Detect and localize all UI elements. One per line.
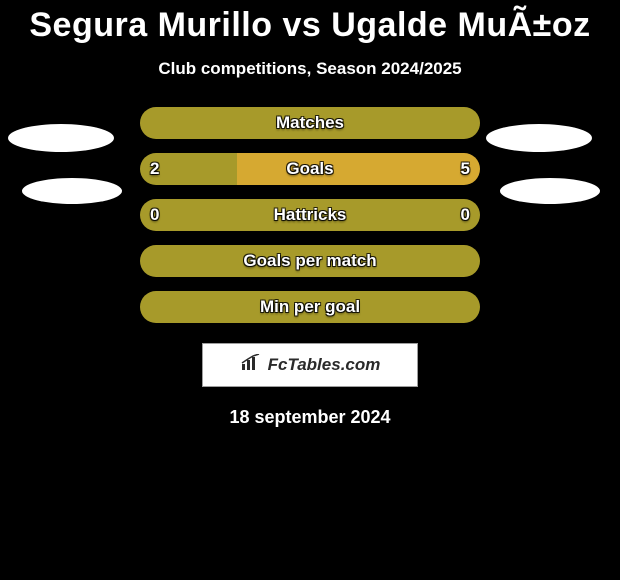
player-avatar-right	[486, 124, 592, 152]
branding-box[interactable]: FcTables.com	[202, 343, 418, 387]
player-avatar-left	[8, 124, 114, 152]
stat-row-goals_per_match: Goals per match	[140, 245, 480, 277]
page-title: Segura Murillo vs Ugalde MuÃ±oz	[0, 0, 620, 45]
comparison-card: Segura Murillo vs Ugalde MuÃ±oz Club com…	[0, 0, 620, 580]
bar-chart-icon	[240, 354, 262, 377]
stat-value-left: 2	[150, 159, 159, 179]
stat-row-min_per_goal: Min per goal	[140, 291, 480, 323]
branding-text: FcTables.com	[268, 355, 381, 375]
snapshot-date: 18 september 2024	[0, 407, 620, 428]
subtitle: Club competitions, Season 2024/2025	[0, 59, 620, 79]
stat-label: Min per goal	[260, 297, 360, 317]
stat-value-left: 0	[150, 205, 159, 225]
stat-row-goals: Goals 2 5	[140, 153, 480, 185]
stat-row-matches: Matches	[140, 107, 480, 139]
stat-seg-right	[237, 153, 480, 185]
stat-row-hattricks: Hattricks 0 0	[140, 199, 480, 231]
stat-label: Goals	[286, 159, 333, 179]
stat-label: Hattricks	[274, 205, 347, 225]
player-avatar-left2	[22, 178, 122, 204]
stat-value-right: 5	[461, 159, 470, 179]
player-avatar-right2	[500, 178, 600, 204]
stat-label: Goals per match	[243, 251, 376, 271]
stat-label: Matches	[276, 113, 344, 133]
stat-value-right: 0	[461, 205, 470, 225]
